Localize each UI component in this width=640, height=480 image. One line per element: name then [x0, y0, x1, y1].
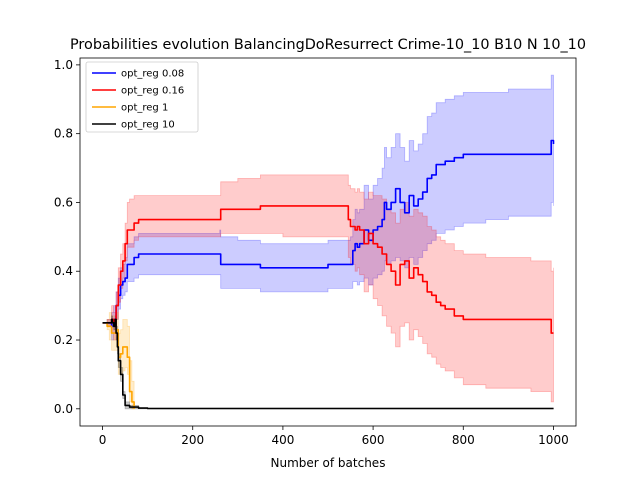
x-tick-label: 0: [99, 433, 107, 447]
series-0-confidence-band: [102, 74, 554, 341]
legend-box: [85, 61, 199, 133]
legend-label-3: opt_reg 10: [121, 120, 175, 131]
x-axis-ticks: 0 200 400 600 800 1000: [99, 426, 569, 447]
plot-area-frame: [79, 57, 577, 427]
series-2-line: [102, 322, 135, 409]
x-tick-label: 400: [271, 433, 294, 447]
y-tick-label: 1.0: [54, 58, 73, 72]
x-tick-label: 600: [362, 433, 385, 447]
x-tick-label: 800: [452, 433, 475, 447]
y-tick-label: 0.2: [54, 333, 73, 347]
legend-label-1: opt_reg 0.16: [121, 86, 184, 97]
y-tick-label: 0.4: [54, 264, 73, 278]
series-lines: [102, 139, 555, 410]
chart-title: Probabilities evolution BalancingDoResur…: [70, 37, 586, 53]
x-tick-label: 1000: [538, 433, 569, 447]
y-tick-label: 0.6: [54, 195, 73, 209]
legend-label-2: opt_reg 1: [121, 103, 168, 114]
series-3-line: [102, 318, 554, 410]
y-tick-label: 0.0: [54, 402, 73, 416]
y-tick-label: 0.8: [54, 127, 73, 141]
x-tick-label: 200: [181, 433, 204, 447]
x-axis-label: Number of batches: [271, 456, 386, 470]
series-1-line: [102, 205, 554, 334]
legend-label-0: opt_reg 0.08: [121, 69, 184, 80]
legend: opt_reg 0.08 opt_reg 0.16 opt_reg 1 opt_reg…: [85, 61, 199, 133]
y-axis-ticks: 0.0 0.2 0.4 0.6 0.8 1.0: [54, 58, 80, 416]
